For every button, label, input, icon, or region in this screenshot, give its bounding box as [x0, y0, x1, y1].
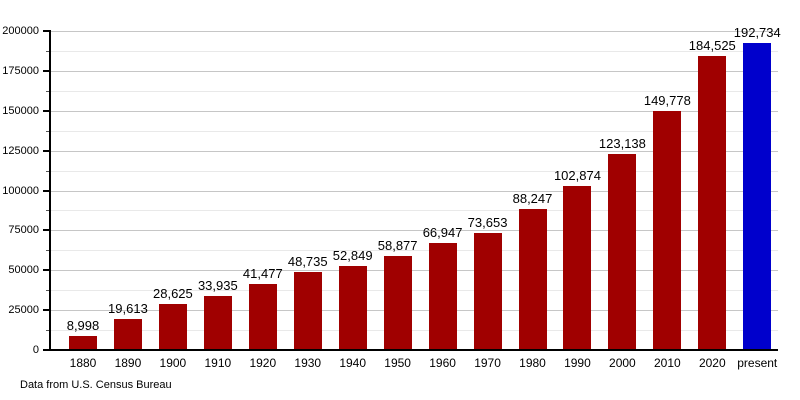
y-axis: [49, 30, 51, 351]
y-axis-minor-tick: [46, 130, 49, 132]
bar-value-label: 41,477: [242, 265, 283, 281]
y-axis-label: 200000: [2, 25, 39, 37]
bar-present: [743, 42, 772, 350]
y-axis-tick: [43, 30, 49, 32]
y-axis-label: 150000: [2, 104, 39, 117]
x-axis-label: 1930: [294, 356, 322, 370]
minor-gridline: [50, 250, 778, 252]
bar-value-label: 102,874: [553, 167, 601, 183]
bar-1920: [248, 283, 277, 350]
bar-1890: [113, 318, 142, 350]
bar-1930: [293, 272, 322, 350]
x-axis-label: present: [737, 356, 778, 370]
bar-1970: [473, 232, 502, 350]
y-axis-minor-tick: [46, 210, 49, 212]
x-axis-label: 1970: [474, 356, 501, 370]
bar-value-label: 33,935: [197, 277, 238, 293]
bar-value-label: 58,877: [377, 238, 418, 254]
y-axis-minor-tick: [46, 170, 49, 172]
bar-value-label: 19,613: [108, 300, 148, 316]
y-axis-label: 175000: [2, 64, 39, 77]
y-axis-label: 50000: [8, 264, 39, 277]
y-axis-tick: [43, 109, 49, 112]
minor-gridline: [50, 50, 778, 52]
minor-gridline: [50, 290, 778, 292]
y-axis-tick: [43, 149, 49, 152]
y-axis-label: 100000: [2, 184, 39, 197]
bar-value-label: 88,247: [512, 191, 553, 207]
y-axis-label: 125000: [2, 144, 39, 157]
major-gridline: [50, 310, 778, 312]
major-gridline: [50, 270, 778, 272]
bar-value-label: 8,998: [66, 317, 100, 333]
x-axis-label: 1950: [384, 356, 411, 370]
bar-1980: [518, 209, 547, 350]
bar-1990: [563, 185, 592, 350]
y-axis-minor-tick: [46, 90, 49, 92]
x-axis-label: 1920: [249, 356, 277, 370]
major-gridline: [50, 190, 778, 192]
x-axis-label: 1980: [519, 356, 546, 370]
major-gridline: [50, 110, 778, 112]
bar-1940: [338, 265, 367, 350]
y-axis-minor-tick: [46, 290, 49, 292]
bar-value-label: 66,947: [422, 225, 463, 241]
bar-value-label: 48,735: [287, 254, 328, 270]
bar-1910: [203, 295, 232, 350]
x-axis: [49, 349, 778, 351]
minor-gridline: [50, 130, 778, 132]
bar-value-label: 184,525: [688, 37, 736, 53]
y-axis-minor-tick: [46, 330, 49, 332]
x-axis-label: 1880: [69, 356, 97, 370]
bar-value-label: 123,138: [598, 135, 646, 151]
x-axis-label: 1900: [159, 356, 187, 370]
minor-gridline: [50, 330, 778, 332]
x-axis-label: 2020: [698, 356, 726, 370]
minor-gridline: [50, 170, 778, 172]
minor-gridline: [50, 210, 778, 212]
bar-1900: [158, 304, 187, 350]
minor-gridline: [50, 90, 778, 92]
x-axis-label: 1990: [564, 356, 591, 370]
y-axis-minor-tick: [46, 250, 49, 252]
x-axis-label: 1890: [114, 356, 142, 370]
bar-value-label: 192,734: [733, 24, 781, 40]
x-axis-label: 2000: [609, 356, 636, 370]
bar-2020: [698, 55, 727, 350]
y-axis-minor-tick: [46, 50, 49, 52]
y-axis-tick: [43, 229, 49, 232]
y-axis-tick: [43, 349, 49, 351]
y-axis-tick: [43, 269, 49, 272]
y-axis-tick: [43, 309, 49, 312]
y-axis-label: 75000: [8, 224, 39, 237]
x-axis-label: 2010: [653, 356, 681, 370]
bar-1960: [428, 243, 457, 350]
bar-value-label: 28,625: [153, 286, 193, 302]
bar-value-label: 52,849: [332, 247, 373, 263]
major-gridline: [50, 230, 778, 232]
y-axis-tick: [43, 69, 49, 72]
bar-1950: [383, 256, 412, 350]
major-gridline: [50, 150, 778, 152]
bar-value-label: 149,778: [643, 93, 691, 109]
source-note: Data from U.S. Census Bureau: [20, 379, 172, 391]
x-axis-label: 1940: [339, 356, 367, 370]
y-axis-tick: [43, 189, 49, 192]
x-axis-label: 1960: [429, 356, 456, 370]
major-gridline: [50, 31, 778, 32]
major-gridline: [50, 70, 778, 72]
bar-2010: [653, 111, 682, 350]
y-axis-label: 25000: [8, 304, 39, 317]
bar-1880: [69, 335, 97, 350]
bar-value-label: 73,653: [467, 214, 508, 230]
y-axis-label: 0: [32, 344, 39, 356]
bar-2000: [608, 153, 637, 350]
x-axis-label: 1910: [204, 356, 232, 370]
